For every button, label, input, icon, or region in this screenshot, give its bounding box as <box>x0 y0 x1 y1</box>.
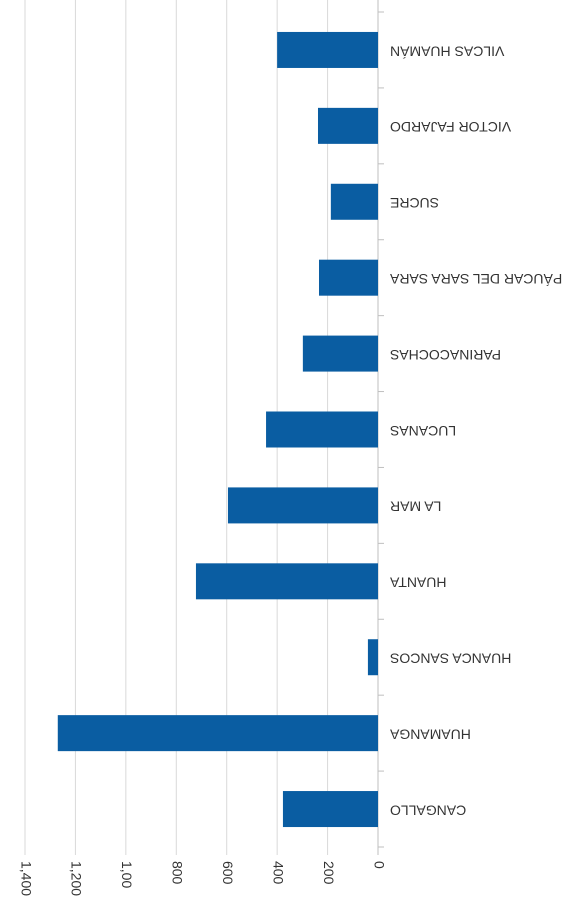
y-tick-label: LUCANAS <box>390 423 456 439</box>
y-tick-label: LA MAR <box>390 499 441 515</box>
y-tick-label: VICTOR FAJARDO <box>390 119 511 135</box>
y-tick-label: VILCAS HUAMÁN <box>390 43 504 59</box>
x-tick-label: 1,400 <box>18 861 34 896</box>
bar <box>317 107 378 144</box>
x-tick-label: 200 <box>321 861 337 885</box>
x-tick-label: 1,00 <box>119 861 135 888</box>
y-tick-label: CANGALLO <box>390 802 466 818</box>
y-tick-label: HUANTA <box>389 575 446 591</box>
y-tick-label: SUCRE <box>390 195 439 211</box>
x-tick-label: 0 <box>371 861 387 869</box>
x-tick-label: 600 <box>220 861 236 885</box>
bar <box>57 715 378 752</box>
bar <box>195 563 378 600</box>
bar <box>330 183 378 220</box>
y-tick-label: PARINACOCHAS <box>390 347 501 363</box>
bar <box>318 259 378 296</box>
bar <box>302 335 378 372</box>
plot: 0 200 400 600 800 1,00 1,200 1,400 CANGALLO HUAMA… <box>18 0 562 896</box>
x-tick-label: 800 <box>170 861 186 885</box>
bar <box>282 791 378 828</box>
x-tick-label: 400 <box>270 861 286 885</box>
y-tick-label: HUANCA SANCOS <box>390 651 511 667</box>
bar <box>367 639 378 676</box>
y-tick-label: PÁUCAR DEL SARA SARA <box>389 271 562 287</box>
bar <box>266 411 378 448</box>
x-tick-label: 1,200 <box>69 861 85 896</box>
bar <box>277 31 378 68</box>
bar <box>227 487 378 524</box>
y-tick-label: HUAMANGA <box>389 726 471 742</box>
